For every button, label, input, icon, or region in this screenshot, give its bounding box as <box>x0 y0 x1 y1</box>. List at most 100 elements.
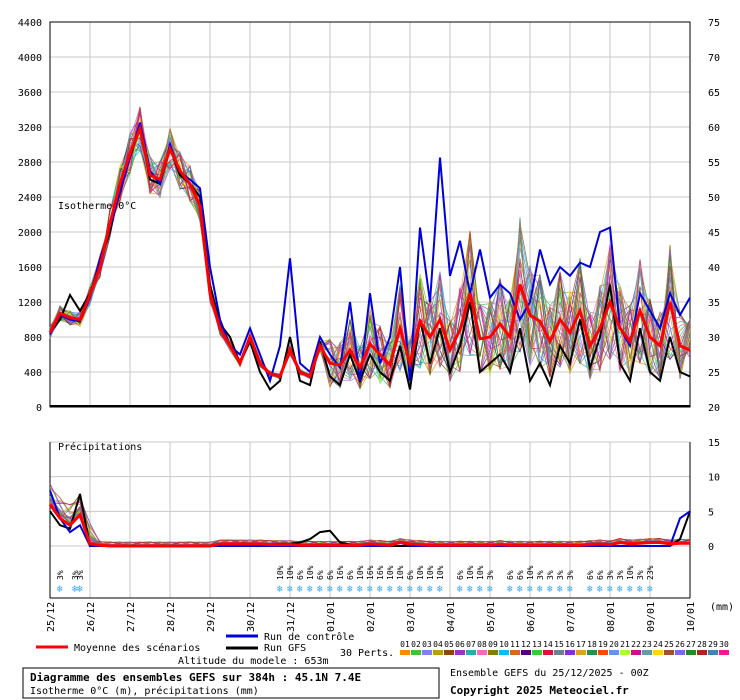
snow-probability-marker: 3% ❄ <box>556 570 565 595</box>
perturbation-number: 10 <box>499 640 509 649</box>
perturbation-swatch <box>686 650 696 655</box>
perturbation-swatch <box>488 650 498 655</box>
snowflake-icon: ❄ <box>72 584 79 595</box>
snow-probability-value: 3% <box>636 570 645 580</box>
isotherm-left-tick: 2400 <box>18 193 42 204</box>
x-tick-label: 29/12 <box>206 602 217 632</box>
snow-probability-value: 10% <box>626 565 635 580</box>
isotherm-left-tick: 2800 <box>18 158 42 169</box>
isotherm-right-tick: 45 <box>708 228 720 239</box>
snow-probability-value: 3% <box>486 570 495 580</box>
x-tick-label: 25/12 <box>46 602 57 632</box>
perturbation-number: 24 <box>653 640 663 649</box>
snow-probability-marker: 3% ❄ <box>56 570 65 595</box>
precip-panel-label: Précipitations <box>58 441 142 453</box>
snowflake-icon: ❄ <box>597 584 604 595</box>
perturbation-swatch <box>521 650 531 655</box>
snowflake-icon: ❄ <box>397 584 404 595</box>
perturbation-number: 16 <box>565 640 575 649</box>
isotherm-left-tick: 4000 <box>18 53 42 64</box>
snow-probability-value: 6% <box>316 570 325 580</box>
snowflake-icon: ❄ <box>647 584 654 595</box>
snow-probability-value: 10% <box>306 565 315 580</box>
snow-probability-marker: 3% ❄ <box>71 570 80 595</box>
snow-probability-value: 6% <box>596 570 605 580</box>
snow-probability-value: 6% <box>326 570 335 580</box>
isotherm-left-tick: 3200 <box>18 123 42 134</box>
snow-probability-marker: 10% ❄ <box>476 565 485 595</box>
x-tick-label: 05/01 <box>486 602 497 632</box>
precip-series <box>48 483 691 548</box>
snow-probability-value: 16% <box>336 565 345 580</box>
perturbation-number: 17 <box>576 640 586 649</box>
copyright: Copyright 2025 Meteociel.fr <box>450 684 629 697</box>
perturbation-number: 27 <box>686 640 696 649</box>
perturbation-number: 08 <box>477 640 487 649</box>
perturbation-number: 19 <box>598 640 608 649</box>
snow-probability-marker: 10% ❄ <box>306 565 315 595</box>
perturbation-swatch <box>455 650 465 655</box>
perturbation-number: 03 <box>422 640 432 649</box>
x-tick-label: 06/01 <box>526 602 537 632</box>
perturbation-number: 13 <box>532 640 542 649</box>
x-tick-label: 03/01 <box>406 602 417 632</box>
isotherm-left-tick: 1600 <box>18 263 42 274</box>
perturbation-swatch <box>675 650 685 655</box>
snow-probability-value: 3% <box>71 570 80 580</box>
snowflake-icon: ❄ <box>57 584 64 595</box>
model-altitude: Altitude du modele : 653m <box>178 656 329 667</box>
snow-probability-value: 16% <box>366 565 375 580</box>
perturbation-number: 09 <box>488 640 498 649</box>
snow-probability-value: 6% <box>586 570 595 580</box>
perturbation-swatch <box>499 650 509 655</box>
perturbation-number: 07 <box>466 640 476 649</box>
isotherm-right-tick: 20 <box>708 403 720 414</box>
perturbation-swatch <box>532 650 542 655</box>
snow-probability-value: 6% <box>296 570 305 580</box>
perturbation-swatch <box>543 650 553 655</box>
snow-probability-value: 3% <box>556 570 565 580</box>
snowflake-icon: ❄ <box>77 584 84 595</box>
snow-probability-marker: 23% ❄ <box>646 565 655 595</box>
snow-probability-value: 6% <box>456 570 465 580</box>
snowflake-icon: ❄ <box>537 584 544 595</box>
snow-probability-marker: 10% ❄ <box>626 565 635 595</box>
snowflake-icon: ❄ <box>347 584 354 595</box>
perturbation-swatch <box>631 650 641 655</box>
snow-probability-marker: 3% ❄ <box>76 570 85 595</box>
legend-control-label: Run de contrôle <box>264 631 354 643</box>
perturbation-number: 23 <box>642 640 652 649</box>
isotherm-right-tick: 40 <box>708 263 720 274</box>
snow-probability-value: 10% <box>396 565 405 580</box>
isotherm-left-tick: 3600 <box>18 88 42 99</box>
snow-probability-marker: 6% ❄ <box>326 570 335 595</box>
snow-probability-marker: 3% ❄ <box>566 570 575 595</box>
perturbation-number: 29 <box>708 640 718 649</box>
snow-probability-marker: 10% ❄ <box>436 565 445 595</box>
perturbation-swatch <box>620 650 630 655</box>
snowflake-icon: ❄ <box>547 584 554 595</box>
snowflake-icon: ❄ <box>617 584 624 595</box>
legend-mean-label: Moyenne des scénarios <box>74 642 200 654</box>
snow-probability-value: 10% <box>386 565 395 580</box>
snow-probability-marker: 6% ❄ <box>596 570 605 595</box>
snow-probability-marker: 3% ❄ <box>486 570 495 595</box>
perturbation-number: 14 <box>543 640 553 649</box>
legend-perts-label: 30 Perts. <box>340 648 394 659</box>
snow-probability-marker: 3% ❄ <box>636 570 645 595</box>
perturbation-swatch <box>587 650 597 655</box>
perturbation-swatch <box>708 650 718 655</box>
perturbation-swatch <box>444 650 454 655</box>
legend-gfs-label: Run GFS <box>264 643 306 654</box>
x-tick-label: 10/01 <box>686 602 697 632</box>
snow-probability-value: 3% <box>546 570 555 580</box>
precip-right-tick: 0 <box>708 542 714 553</box>
isotherm-left-tick: 400 <box>24 368 42 379</box>
snow-probability-value: 6% <box>406 570 415 580</box>
snowflake-icon: ❄ <box>407 584 414 595</box>
snow-probability-value: 10% <box>466 565 475 580</box>
perturbation-swatch <box>576 650 586 655</box>
isotherm-right-tick: 60 <box>708 123 720 134</box>
x-tick-label: 01/01 <box>326 602 337 632</box>
perturbation-number: 25 <box>664 640 674 649</box>
